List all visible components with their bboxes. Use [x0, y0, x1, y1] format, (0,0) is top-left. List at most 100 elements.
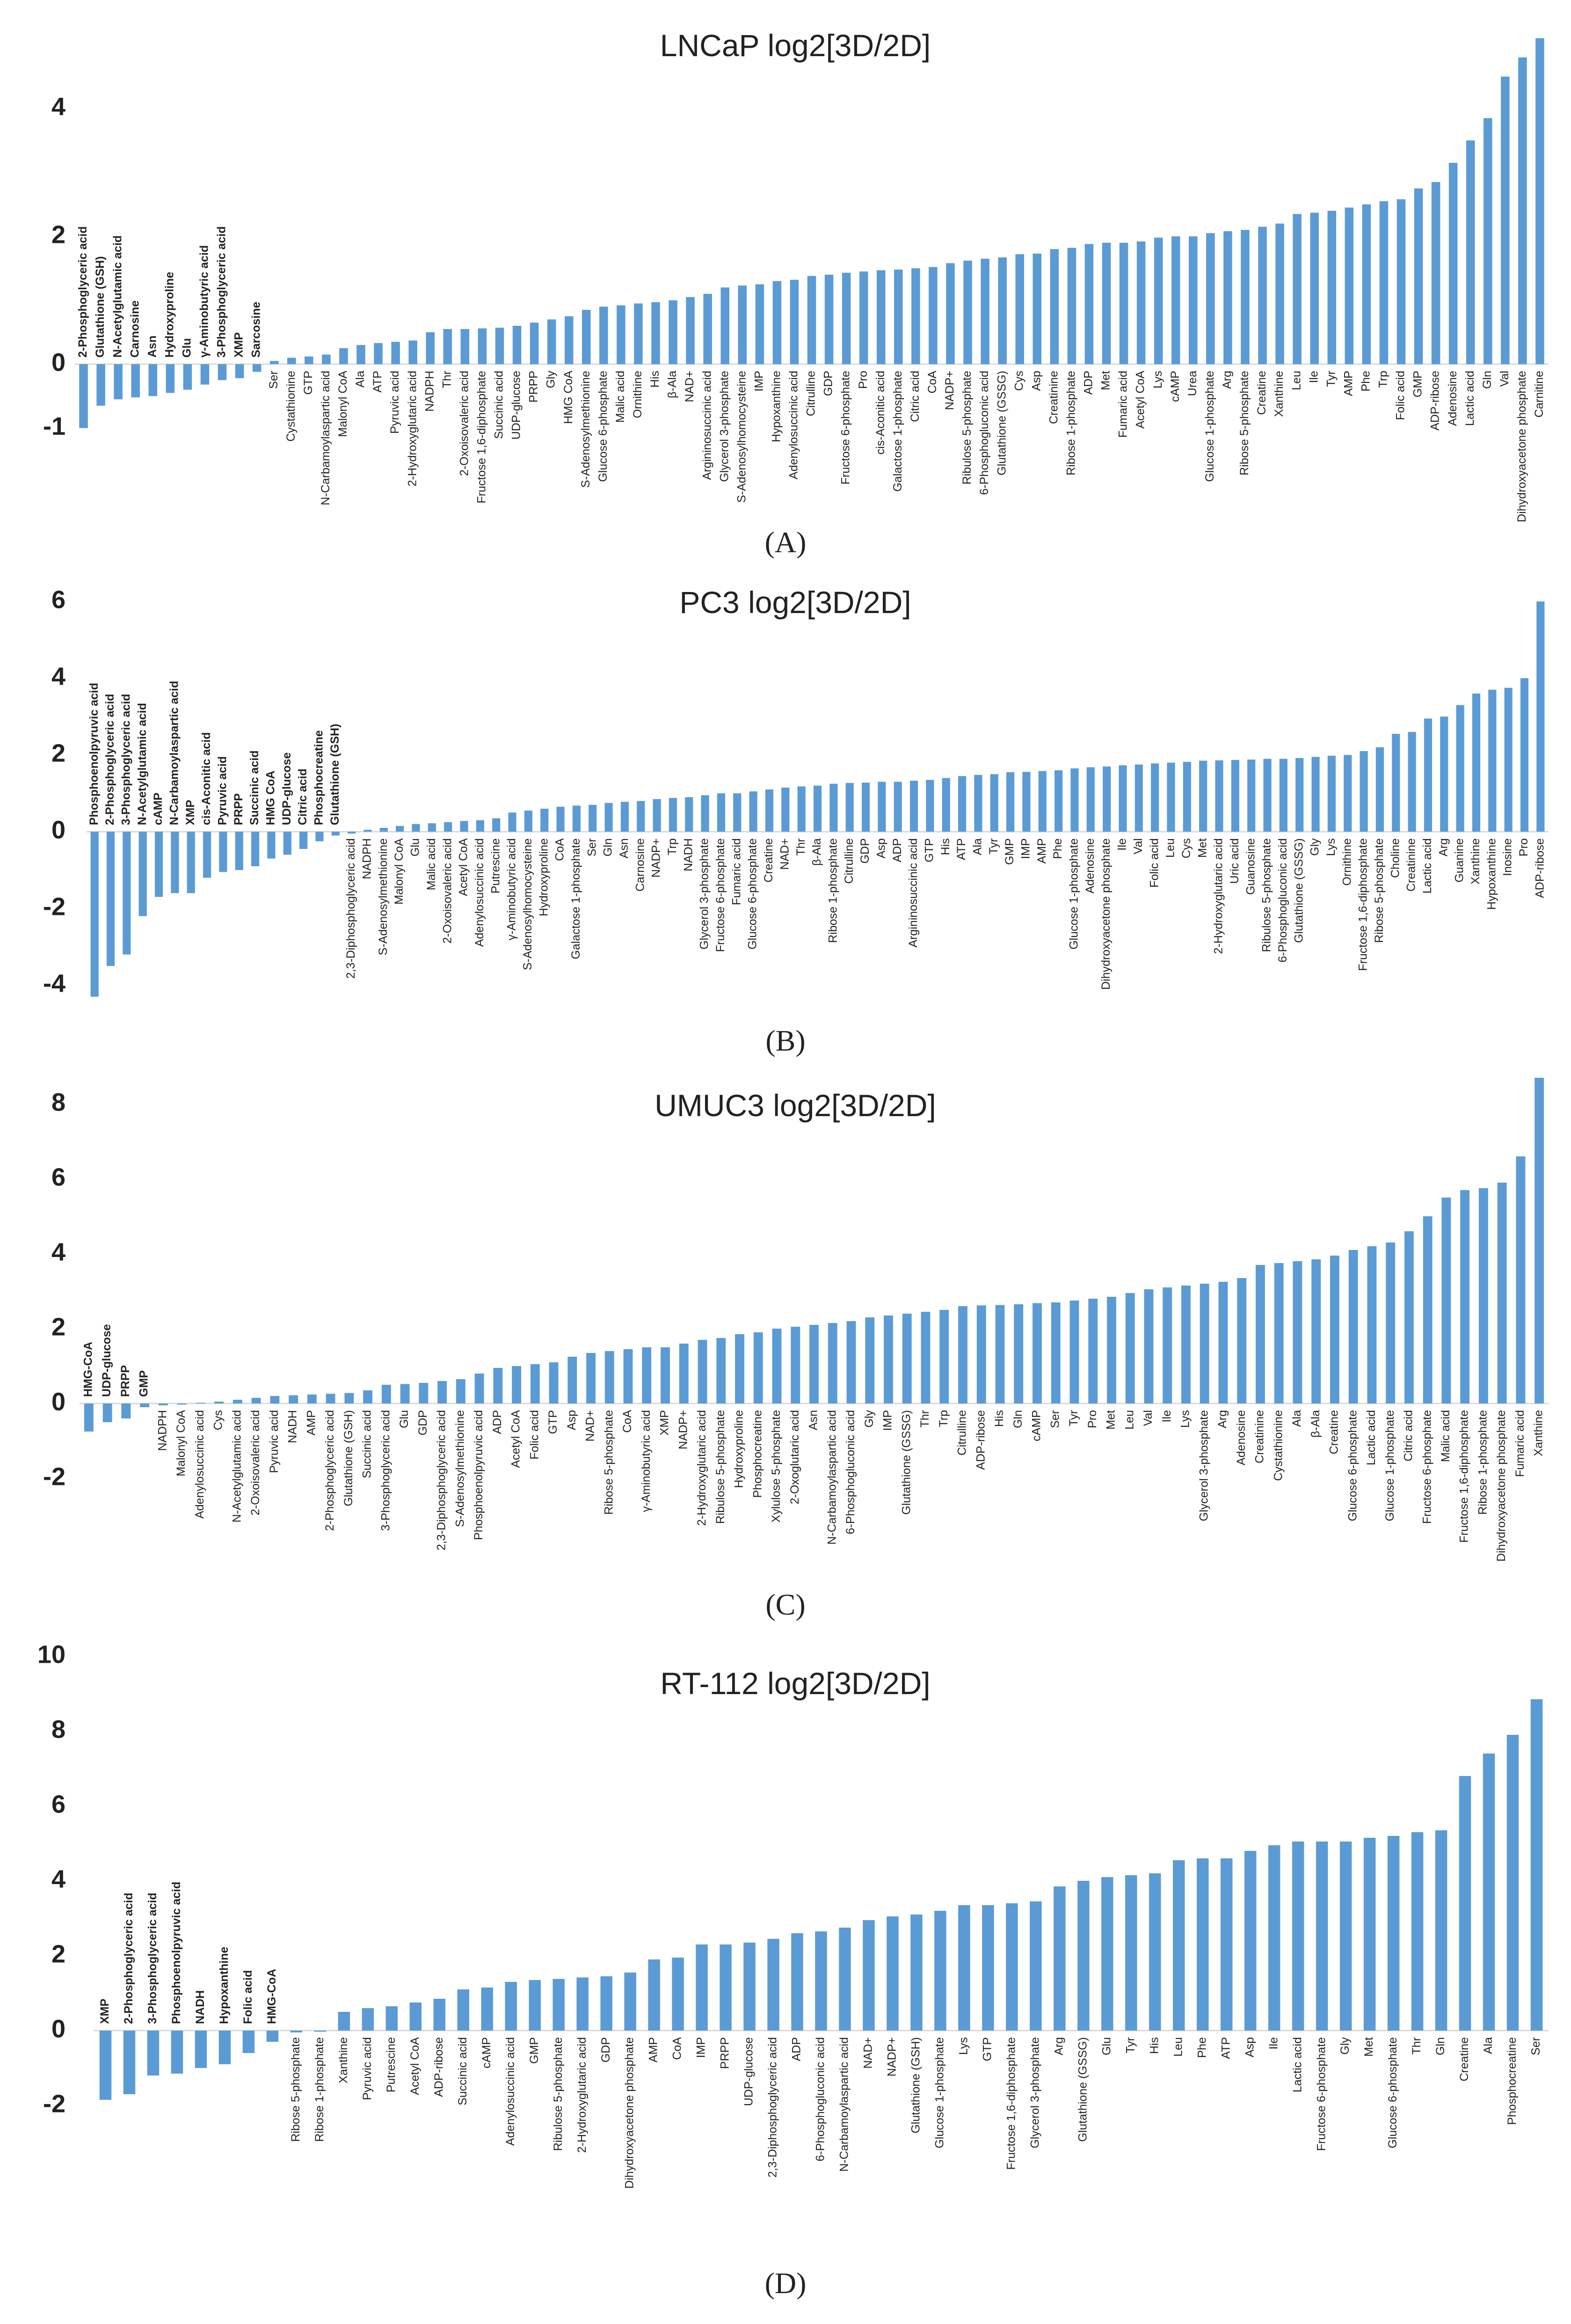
bar	[121, 1403, 131, 1418]
bar	[140, 1403, 150, 1407]
bar	[589, 804, 597, 832]
bar	[314, 2031, 327, 2032]
bar	[426, 332, 435, 365]
category-label: cis-Aconitic acid	[874, 371, 887, 454]
category-label: Ser	[1048, 1410, 1062, 1428]
category-label: Asp	[874, 838, 887, 858]
bar	[269, 361, 279, 365]
category-label: Fructose 6-phosphate	[1315, 2037, 1328, 2151]
bar	[251, 1398, 261, 1403]
category-label: Creatine	[1328, 1410, 1341, 1454]
bar	[443, 329, 452, 365]
bar	[1292, 1842, 1304, 2031]
bar	[1033, 1303, 1042, 1403]
bar	[428, 823, 436, 832]
bar	[781, 787, 790, 832]
bar	[884, 1315, 893, 1403]
category-label: Thr	[1410, 2037, 1423, 2055]
bar	[338, 2012, 350, 2031]
bar	[433, 1999, 446, 2031]
bar	[1379, 201, 1389, 365]
bar	[1497, 1183, 1507, 1403]
bar	[642, 1347, 652, 1403]
category-label: Glucose 6-phosphate	[746, 838, 759, 950]
category-label: Ribulose 5-phosphate	[552, 2037, 565, 2151]
category-label: cis-Aconitic acid	[200, 732, 213, 826]
category-label: Acetyl CoA	[457, 838, 470, 896]
category-label: cAMP	[1030, 1410, 1043, 1441]
bar	[1535, 38, 1544, 365]
category-label: Creatine	[1255, 371, 1268, 415]
bar	[696, 1944, 708, 2031]
bar	[990, 774, 998, 832]
category-label: ADP-ribose	[1429, 371, 1442, 431]
bar	[1038, 771, 1047, 832]
bar	[981, 258, 989, 365]
category-label: Citric acid	[296, 768, 309, 825]
bar	[1435, 1830, 1447, 2031]
category-label: Hypoxanthine	[218, 1947, 231, 2024]
bar	[604, 803, 613, 832]
panel-label: (B)	[765, 1024, 805, 1057]
bar	[362, 2008, 374, 2031]
category-label: γ-Aminobutyric acid	[640, 1410, 653, 1512]
category-label: Acetyl CoA	[509, 1410, 523, 1468]
bar	[807, 276, 816, 365]
category-label: 2-Phosphoglyceric acid	[76, 226, 89, 358]
bar	[1536, 601, 1545, 832]
bar	[845, 783, 854, 832]
category-label: HMG-CoA	[265, 1969, 278, 2024]
bar	[600, 1976, 612, 2031]
category-label: Glucose 1-phosphate	[1068, 838, 1081, 950]
bar	[859, 271, 868, 365]
category-label: Ala	[1482, 2037, 1495, 2054]
bar	[637, 801, 645, 832]
bar	[218, 364, 227, 380]
category-label: Ile	[1160, 1410, 1173, 1422]
bar	[735, 1334, 744, 1403]
bar	[1506, 1735, 1519, 2031]
category-label: Creatine	[1458, 2037, 1471, 2082]
bar	[1154, 237, 1163, 365]
category-label: Ala	[354, 371, 367, 387]
bar	[1125, 1875, 1137, 2031]
bar	[1263, 759, 1272, 832]
category-label: 2-Hydroxyglutaric acid	[1212, 838, 1225, 954]
category-label: Glutathione (GSSG)	[900, 1410, 913, 1515]
bar	[158, 1403, 168, 1405]
bar	[1423, 1216, 1433, 1403]
bar	[902, 1314, 912, 1403]
category-label: β-Ala	[810, 838, 823, 866]
bar	[1327, 211, 1337, 365]
category-label: Argininosuccinic acid	[700, 371, 713, 480]
bar	[235, 832, 243, 870]
category-label: Glutathione (GSH)	[342, 1410, 355, 1506]
bar	[1311, 1259, 1321, 1403]
category-label: NADPH	[156, 1410, 169, 1451]
bar	[114, 364, 123, 400]
bar	[123, 2031, 136, 2094]
category-label: Val	[1498, 371, 1511, 387]
category-label: Ser	[585, 838, 598, 856]
bar	[1167, 762, 1175, 832]
category-label: Ala	[971, 838, 984, 855]
bar	[620, 802, 629, 832]
bar	[720, 287, 729, 365]
bar	[512, 326, 522, 365]
y-tick-label: -2	[43, 1462, 65, 1491]
bar	[102, 1403, 112, 1422]
bar	[1231, 760, 1239, 832]
bar	[1189, 236, 1198, 365]
bar	[911, 268, 920, 365]
category-label: S-Adenosylhomocysteine	[735, 371, 748, 503]
bar	[374, 343, 383, 365]
bar	[1483, 1754, 1495, 2031]
category-label: Folic acid	[241, 1970, 255, 2024]
category-label: GMP	[1003, 838, 1016, 865]
category-label: Glucose 6-phosphate	[1386, 2037, 1399, 2149]
category-label: HMG-CoA	[81, 1342, 95, 1397]
category-label: Ile	[1267, 2037, 1280, 2049]
category-label: 6-Phosphogluconic acid	[978, 371, 991, 495]
bar	[1022, 772, 1031, 832]
bar	[267, 832, 276, 859]
